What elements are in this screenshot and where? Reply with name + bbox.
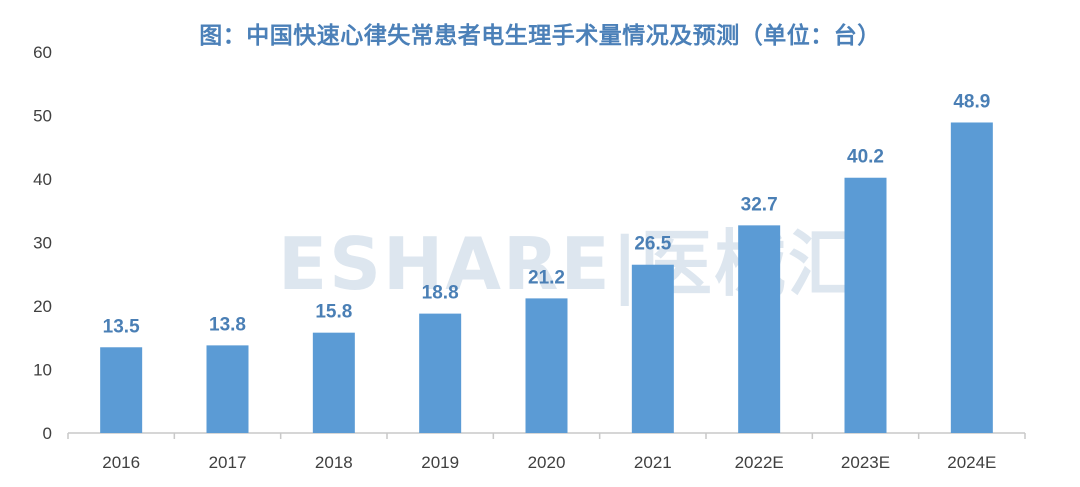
bar-2016: [100, 347, 143, 433]
y-tick-label: 0: [43, 424, 52, 443]
x-axis-tickmarks: [67, 433, 1026, 439]
chart-title: 图：中国快速心律失常患者电生理手术量情况及预测（单位：台）: [199, 23, 881, 49]
x-tick-label-2021: 2021: [634, 453, 672, 472]
y-tick-label: 30: [33, 234, 52, 253]
x-tick-label-2022E: 2022E: [735, 453, 784, 472]
bars-group: [100, 122, 993, 434]
data-label-2023E: 40.2: [847, 147, 884, 168]
data-label-2016: 13.5: [103, 316, 140, 337]
data-label-2018: 15.8: [315, 302, 352, 323]
x-axis-labels: 2016 2017 2018 2019 2020 2021 2022E 2023E 2024E: [102, 453, 996, 472]
x-tick-label-2024E: 2024E: [947, 453, 996, 472]
x-tick-label-2016: 2016: [102, 453, 140, 472]
data-labels-group: 13.5 13.8 15.8 18.8 21.2 26.5 32.7 40.2 48.9: [103, 91, 991, 337]
bar-2018: [312, 332, 355, 433]
bar-2019: [419, 313, 462, 433]
y-tick-label: 60: [33, 43, 52, 62]
data-label-2020: 21.2: [528, 267, 565, 288]
bar-2020: [525, 298, 568, 433]
data-label-2017: 13.8: [209, 314, 246, 335]
bar-2017: [206, 345, 249, 433]
bar-2024E: [950, 122, 993, 434]
y-axis-ticks: 0 10 20 30 40 50 60: [33, 43, 52, 443]
x-tick-label-2017: 2017: [209, 453, 247, 472]
bar-2023E: [844, 177, 887, 433]
data-label-2022E: 32.7: [741, 194, 778, 215]
x-tick-label-2020: 2020: [528, 453, 566, 472]
x-tick-label-2023E: 2023E: [841, 453, 890, 472]
bar-2021: [631, 264, 674, 433]
bar-2022E: [738, 225, 781, 433]
y-tick-label: 20: [33, 297, 52, 316]
data-label-2024E: 48.9: [953, 91, 990, 112]
data-label-2019: 18.8: [422, 283, 459, 304]
y-tick-label: 40: [33, 170, 52, 189]
y-tick-label: 50: [33, 107, 52, 126]
y-tick-label: 10: [33, 361, 52, 380]
x-tick-label-2018: 2018: [315, 453, 353, 472]
data-label-2021: 26.5: [634, 234, 671, 255]
x-tick-label-2019: 2019: [421, 453, 459, 472]
